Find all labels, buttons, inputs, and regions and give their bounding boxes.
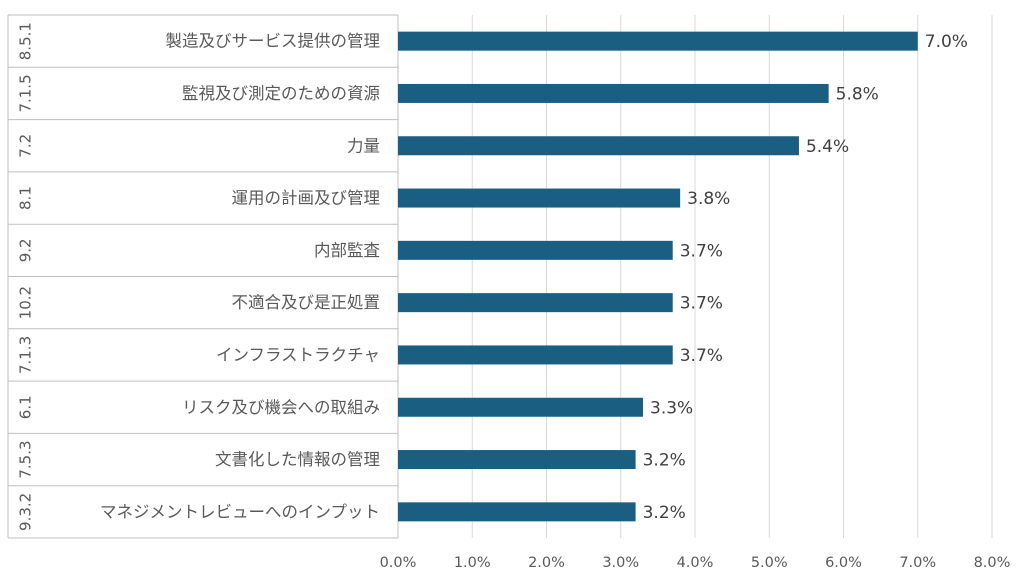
x-tick-label: 1.0% — [454, 555, 491, 571]
bar — [398, 293, 673, 313]
category-label: マネジメントレビューへのインプット — [100, 502, 380, 521]
group-code-label: 10.2 — [17, 286, 35, 319]
category-label: 力量 — [347, 136, 380, 155]
bar — [398, 240, 673, 260]
value-label: 3.7% — [680, 346, 723, 366]
x-tick-label: 4.0% — [677, 555, 714, 571]
category-label: 内部監査 — [314, 241, 380, 260]
value-label-layer: 7.0% 5.8% 5.4% 3.8% 3.7% 3.7% 3.7% 3.3% 3.2% 3.2% — [643, 32, 968, 523]
group-code-label: 7.2 — [17, 134, 35, 158]
value-label: 3.7% — [680, 294, 723, 314]
value-label: 5.8% — [836, 84, 879, 104]
group-code-label: 8.1 — [17, 186, 35, 210]
category-label: 監視及び測定のための資源 — [182, 84, 380, 103]
group-code-label: 7.1.3 — [17, 336, 35, 374]
x-tick-label: 5.0% — [751, 555, 788, 571]
value-label: 3.8% — [687, 189, 730, 209]
group-code-label: 8.5.1 — [17, 22, 35, 60]
bar — [398, 345, 673, 365]
bar — [398, 136, 799, 156]
bar — [398, 83, 829, 103]
value-label: 3.3% — [650, 398, 693, 418]
x-tick-label: 3.0% — [602, 555, 639, 571]
x-tick-label: 7.0% — [899, 555, 936, 571]
bar — [398, 188, 681, 208]
group-code-label: 7.1.5 — [17, 74, 35, 112]
value-label: 7.0% — [925, 32, 968, 52]
category-label: 文書化した情報の管理 — [215, 450, 380, 469]
x-tick-label: 2.0% — [528, 555, 565, 571]
x-tick-label: 0.0% — [380, 555, 417, 571]
category-label: 不適合及び是正処置 — [232, 293, 381, 312]
category-label: リスク及び機会への取組み — [182, 398, 380, 417]
bar — [398, 31, 918, 51]
group-code-label: 6.1 — [17, 395, 35, 419]
category-table: 8.5.1 製造及びサービス提供の管理 7.1.5 監視及び測定のための資源 7.2 力量… — [7, 14, 399, 539]
value-label: 5.4% — [806, 137, 849, 157]
x-axis-tick-layer: 0.0% 1.0% 2.0% 3.0% 4.0% 5.0% 6.0% 7.0% 8.0% — [380, 555, 1011, 571]
value-label: 3.7% — [680, 241, 723, 261]
bar-layer — [398, 31, 918, 522]
category-label: 運用の計画及び管理 — [232, 189, 381, 208]
group-code-label: 7.5.3 — [17, 440, 35, 478]
bar — [398, 502, 636, 522]
category-label: インフラストラクチャ — [216, 345, 380, 364]
bar — [398, 450, 636, 470]
category-label: 製造及びサービス提供の管理 — [166, 32, 381, 51]
x-tick-label: 8.0% — [974, 555, 1011, 571]
value-label: 3.2% — [643, 451, 686, 471]
value-label: 3.2% — [643, 503, 686, 523]
bar — [398, 397, 644, 417]
group-code-label: 9.2 — [17, 238, 35, 262]
x-tick-label: 6.0% — [825, 555, 862, 571]
group-code-label: 9.3.2 — [17, 493, 35, 531]
